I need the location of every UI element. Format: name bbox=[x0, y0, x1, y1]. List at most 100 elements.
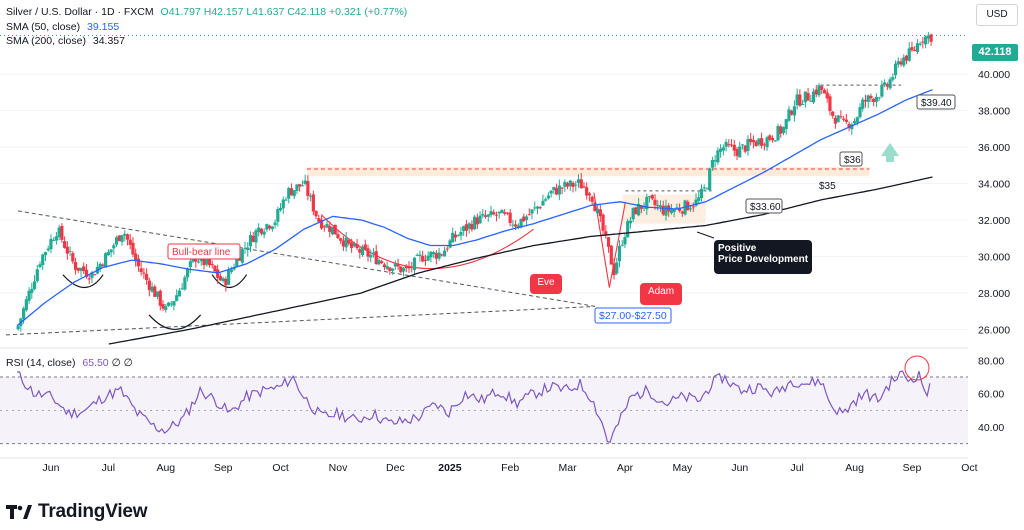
candle bbox=[918, 41, 922, 47]
sma50-label: SMA (50, close) bbox=[6, 20, 81, 33]
candle bbox=[576, 174, 581, 188]
candle bbox=[727, 139, 731, 148]
candle-body bbox=[298, 184, 302, 187]
time-axis[interactable]: Jun Jul Aug Sep Oct Nov Dec 2025 Feb Mar Apr May Jun… bbox=[43, 462, 978, 474]
candle-body bbox=[809, 100, 813, 102]
candle-body bbox=[240, 249, 244, 263]
candle bbox=[557, 179, 561, 201]
candle bbox=[259, 227, 264, 236]
candle bbox=[284, 196, 288, 201]
candle bbox=[620, 240, 624, 247]
head-arc bbox=[148, 314, 202, 330]
candle-body bbox=[352, 243, 356, 247]
candle-body bbox=[858, 107, 862, 118]
candle-body bbox=[918, 43, 922, 45]
candle-body bbox=[382, 264, 387, 268]
candle bbox=[355, 238, 359, 251]
candle bbox=[565, 181, 570, 190]
currency-button[interactable]: USD bbox=[976, 4, 1018, 26]
candle bbox=[292, 190, 296, 200]
time-tick-label: Dec bbox=[386, 462, 405, 474]
candle-body bbox=[678, 208, 682, 211]
candle-body bbox=[880, 85, 884, 97]
candle bbox=[270, 225, 274, 232]
candle-body bbox=[79, 268, 83, 271]
candle-body bbox=[760, 138, 764, 146]
candle-body bbox=[585, 187, 589, 196]
candle bbox=[82, 262, 86, 275]
candle-body bbox=[828, 96, 832, 111]
candle-body bbox=[735, 149, 739, 156]
candle bbox=[401, 266, 406, 277]
candle bbox=[41, 253, 45, 270]
candle bbox=[391, 268, 395, 275]
candle bbox=[432, 250, 436, 259]
candle-body bbox=[661, 205, 665, 215]
candle-body bbox=[770, 138, 775, 141]
candle bbox=[724, 138, 728, 152]
candle-body bbox=[842, 118, 846, 120]
label-adam-box bbox=[640, 283, 682, 305]
candle-body bbox=[120, 235, 124, 242]
candle-body bbox=[235, 257, 239, 267]
candle bbox=[609, 245, 613, 265]
candle-body bbox=[598, 209, 602, 217]
candle bbox=[795, 88, 799, 110]
candle-body bbox=[653, 199, 657, 206]
label-level-27-2750-box bbox=[594, 307, 672, 324]
candle-body bbox=[702, 187, 706, 189]
candle bbox=[899, 58, 903, 67]
label-positive-development-text: Price Development bbox=[718, 254, 809, 265]
candle-body bbox=[576, 179, 581, 183]
candle-body bbox=[486, 214, 490, 217]
candle bbox=[166, 302, 171, 307]
candle bbox=[38, 261, 42, 269]
tradingview-brand[interactable]: TradingView bbox=[6, 499, 148, 525]
candle bbox=[626, 218, 630, 238]
candle-body bbox=[844, 119, 848, 122]
candle-body bbox=[52, 240, 56, 242]
candle bbox=[656, 200, 660, 211]
candle bbox=[910, 41, 914, 52]
candle-body bbox=[524, 216, 529, 221]
candle bbox=[325, 218, 329, 229]
candle-body bbox=[904, 55, 909, 61]
candle bbox=[645, 193, 649, 215]
candle bbox=[27, 287, 31, 304]
candle bbox=[538, 205, 542, 210]
candle-body bbox=[921, 41, 925, 43]
candle bbox=[814, 85, 818, 98]
candle-body bbox=[289, 188, 294, 196]
candle bbox=[574, 180, 578, 192]
candle bbox=[896, 57, 900, 68]
candle bbox=[754, 139, 758, 147]
candle-body bbox=[902, 57, 906, 66]
candle-body bbox=[563, 181, 567, 187]
candle-body bbox=[84, 269, 89, 277]
candle bbox=[568, 179, 572, 191]
rsi-panel[interactable]: 80.00 60.00 40.00 bbox=[0, 355, 1004, 445]
candle bbox=[79, 267, 83, 278]
candle bbox=[210, 260, 214, 269]
candle-body bbox=[246, 247, 250, 251]
candle-body bbox=[544, 199, 548, 201]
candle-body bbox=[49, 239, 53, 250]
candle-body bbox=[642, 207, 646, 209]
ohlc-values: O41.797 H42.157 L41.637 C42.118 +0.321 (… bbox=[160, 6, 408, 18]
candle bbox=[382, 262, 387, 271]
candle bbox=[798, 89, 802, 107]
candle-body bbox=[303, 180, 307, 184]
candle-body bbox=[183, 277, 187, 290]
candle bbox=[158, 289, 162, 311]
candle-body bbox=[30, 288, 34, 293]
candle-body bbox=[205, 258, 209, 265]
rsi-band bbox=[0, 377, 968, 444]
label-level-36: $36 bbox=[839, 151, 863, 167]
candle bbox=[426, 251, 430, 262]
candle bbox=[738, 141, 742, 158]
candle bbox=[913, 46, 917, 52]
candle bbox=[319, 215, 324, 230]
price-axis[interactable]: 26.000 28.000 30.000 32.000 34.000 36.000 38.0… bbox=[968, 0, 1024, 490]
candle bbox=[311, 190, 315, 216]
